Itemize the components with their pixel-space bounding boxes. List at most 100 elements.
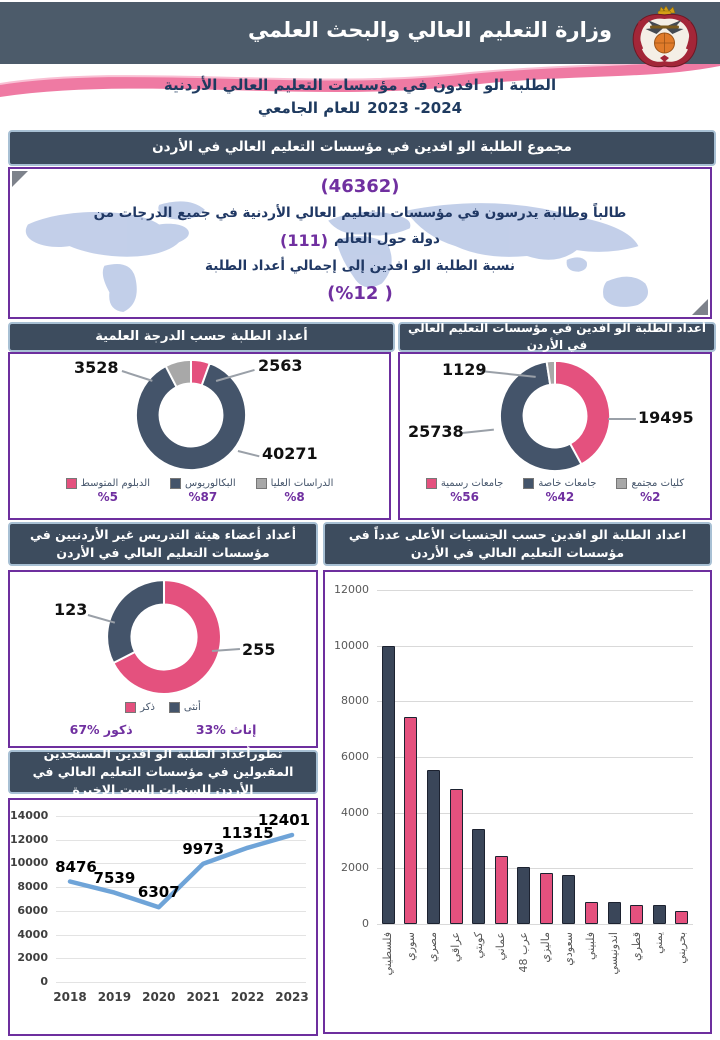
private-universities-value: 25738 (408, 422, 464, 441)
legend-percent: %42 (545, 490, 575, 504)
legend-item: أنثى (168, 702, 201, 713)
gridline (56, 863, 306, 865)
bar-بحريني (675, 910, 689, 924)
y-axis-tick-label: 2000 (17, 951, 48, 965)
legend-color-marker (65, 478, 77, 489)
countries-count: (111) (280, 231, 329, 250)
world-map-background (25, 201, 649, 313)
x-axis-category-label: عماني (494, 932, 508, 961)
faculty-chart-banner: أعداد أعضاء هيئة التدريس غير الأردنيين ف… (8, 522, 318, 566)
gridline (377, 868, 693, 870)
bar-فلسطيني (381, 645, 395, 924)
intermediate-diploma-value: 2563 (258, 356, 303, 375)
faculty-gender-percentages: إناث %33 ذكور %67 (10, 722, 316, 737)
y-axis-tick-label: 12000 (10, 832, 49, 846)
legend-label: الدراسات العليا (270, 478, 334, 489)
x-axis-category-label: يمني (652, 932, 666, 954)
institutions-donut-chart (498, 359, 612, 472)
y-axis-tick-label: 12000 (334, 583, 369, 596)
x-axis-category-label: فلسطيني (381, 932, 395, 976)
gridline (56, 910, 306, 912)
data-point-label: 7539 (93, 868, 136, 887)
gridline (377, 701, 693, 703)
y-axis-tick-label: 10000 (334, 638, 369, 652)
donut-slice (498, 360, 583, 472)
legend-color-marker (170, 478, 182, 489)
bar-كويتي (472, 828, 486, 924)
x-axis-category-label: سعودي (561, 932, 575, 966)
faculty-donut-chart (106, 579, 222, 695)
donut-slice (545, 359, 556, 386)
app-header: وزارة التعليم العالي والبحث العلمي (0, 2, 720, 64)
female-percentage: إناث %33 (195, 722, 257, 737)
total-students-value: (46362) (320, 176, 400, 197)
bar-اندونيسي (607, 902, 621, 924)
x-axis-year-label: 2019 (97, 990, 132, 1004)
data-point-label: 9973 (182, 839, 225, 858)
x-axis-year-label: 2021 (186, 990, 220, 1004)
leader-line (608, 418, 636, 420)
total-students-description: طالباً وطالبة يدرسون في مؤسسات التعليم ا… (93, 205, 627, 221)
faculty-legend: أنثى ذكر (10, 702, 316, 713)
academic-year-value: 2023 -2024 (367, 99, 463, 117)
legend-item: الدبلوم المتوسط %5 (65, 478, 150, 504)
x-axis-category-label: كويتي (471, 932, 485, 959)
jordan-coat-of-arms-logo (632, 5, 698, 68)
legend-percent: %56 (450, 490, 479, 504)
institutions-chart-banner: أعداد الطلبة الو افدين في مؤسسات التعليم… (398, 321, 716, 352)
degree-legend: الدراسات العليا %8 البكالوريوس %87 الدبلوم ا… (10, 478, 389, 504)
degree-chart-banner: أعداد الطلبة حسب الدرجة العلمية (8, 322, 395, 352)
legend-color-marker (616, 478, 628, 489)
legend-percent: %8 (284, 490, 305, 504)
legend-item: ذكر (125, 702, 155, 713)
male-percentage: ذكور %67 (69, 722, 133, 737)
y-axis-tick-label: 4000 (341, 805, 369, 819)
community-colleges-value: 1129 (442, 360, 487, 379)
gridline (56, 982, 306, 983)
x-axis-category-label: اندونيسي (607, 932, 620, 975)
gridline (377, 590, 693, 591)
legend-item: كليات مجتمع %2 (616, 478, 684, 504)
legend-color-marker (168, 702, 180, 713)
y-axis-tick-label: 14000 (10, 809, 49, 822)
graduate-studies-value: 3528 (74, 358, 119, 377)
x-axis-category-label: فلبيني (584, 932, 598, 961)
gridline (377, 924, 693, 925)
bar-سعودي (562, 875, 576, 924)
bar-عرب 48 (517, 866, 531, 924)
legend-item: البكالوريوس %87 (170, 478, 236, 504)
ratio-label: نسبة الطلبة الو افدين إلى إجمالي أعداد ا… (205, 258, 515, 274)
nationalities-bar-chart: 0 2000 4000 6000 8000 10000 12000 فلسطيني سوري مص… (325, 572, 710, 1032)
y-axis-tick-label: 8000 (17, 880, 48, 894)
trend-line-chart: 0 2000 4000 6000 8000 10000 12000 14000 8476 2018… (10, 800, 316, 1034)
legend-percent: %87 (188, 490, 218, 504)
y-axis-tick-label: 0 (40, 975, 48, 988)
y-axis-tick-label: 4000 (17, 927, 48, 941)
data-point-label: 6307 (137, 883, 180, 902)
x-axis-category-label: عرب 48 (516, 932, 530, 973)
y-axis-tick-label: 6000 (17, 903, 48, 917)
gridline (56, 958, 306, 960)
gridline (377, 757, 693, 758)
x-axis-year-label: 2023 (275, 990, 309, 1004)
ministry-title: وزارة التعليم العالي والبحث العلمي (247, 18, 612, 42)
donut-slice (554, 359, 612, 466)
public-universities-value: 19495 (638, 408, 694, 427)
bar-يمني (652, 904, 666, 924)
trend-line (67, 832, 295, 910)
page-fold-decoration-bottom-right (692, 299, 708, 315)
legend-label: كليات مجتمع (631, 478, 685, 489)
trend-line-svg (67, 832, 295, 910)
leader-line (461, 428, 494, 434)
page-fold-decoration-top-left (12, 171, 28, 187)
legend-percent: %2 (640, 490, 661, 504)
x-axis-category-label: ماليزي (539, 932, 553, 963)
donut-slice (106, 579, 166, 664)
x-axis-category-label: سوري (403, 932, 417, 961)
donut-slice (112, 579, 222, 695)
female-faculty-value: 123 (54, 600, 88, 619)
legend-percent: %5 (97, 490, 119, 504)
institutions-legend: كليات مجتمع %2 جامعات خاصة %42 جامعات رسمية%… (400, 478, 710, 504)
legend-color-marker (425, 478, 437, 489)
